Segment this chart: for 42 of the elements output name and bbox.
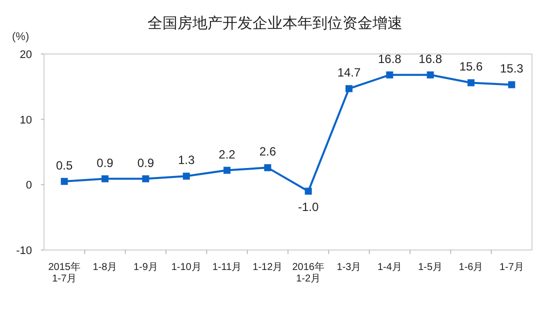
point <box>508 81 516 88</box>
data-label: 0.9 <box>137 156 154 170</box>
y-tick-label: 20 <box>20 49 32 61</box>
data-label: 0.9 <box>96 156 114 170</box>
point <box>426 71 434 78</box>
x-tick-label: 1-10月 <box>171 262 202 273</box>
data-label: 16.8 <box>378 52 402 66</box>
y-axis-title: (%) <box>12 31 30 43</box>
x-tick-label: 1-5月 <box>418 262 443 273</box>
y-tick-label: 0 <box>26 180 32 192</box>
point <box>304 188 312 195</box>
data-label: 2.6 <box>259 144 276 159</box>
point <box>224 166 230 174</box>
data-label: 16.8 <box>418 52 442 66</box>
x-tick-label: 1-12月 <box>252 262 283 273</box>
data-label: 15.6 <box>459 60 483 74</box>
y-tick-label: -10 <box>16 245 32 257</box>
point <box>102 175 108 182</box>
point <box>468 79 474 86</box>
data-label: 2.2 <box>218 147 236 162</box>
x-tick-label: 1-4月 <box>377 262 402 273</box>
x-tick-label: 1-9月 <box>133 262 158 273</box>
point <box>346 85 352 92</box>
point <box>182 172 190 180</box>
data-label: -1.0 <box>298 200 319 214</box>
chart-title: 全国房地产开发企业本年到位资金增速 <box>148 15 402 32</box>
point <box>60 178 68 185</box>
y-tick-label: 10 <box>20 114 32 126</box>
data-label: 15.3 <box>500 62 524 76</box>
x-tick-label: 1-11月 <box>212 262 242 273</box>
point <box>386 71 394 78</box>
x-tick-label: 2015年 1-7月 <box>48 261 80 284</box>
x-tick-label: 2016年 1-2月 <box>292 261 324 284</box>
data-label: 0.5 <box>56 158 73 172</box>
data-label: 1.3 <box>178 153 195 168</box>
x-tick-label: 1-8月 <box>92 262 118 273</box>
point <box>142 175 150 182</box>
data-label: 14.7 <box>337 66 361 80</box>
x-tick-label: 1-7月 <box>499 262 524 273</box>
x-tick-label: 1-6月 <box>458 262 484 273</box>
point <box>264 164 272 172</box>
x-tick-label: 1-3月 <box>336 262 362 273</box>
